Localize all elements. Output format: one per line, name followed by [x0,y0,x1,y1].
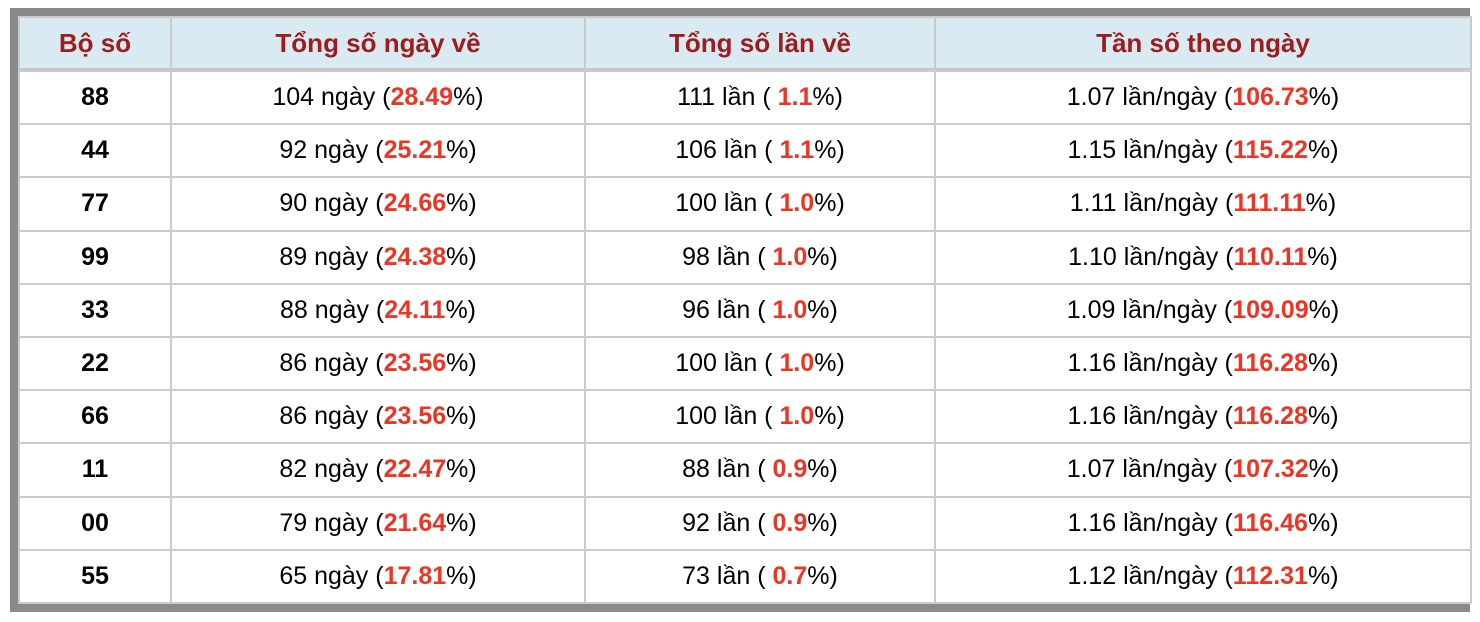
days-cell: 88 ngày (24.11%) [172,284,584,336]
freq-percent: 116.28 [1232,402,1308,431]
days-cell: 82 ngày (22.47%) [172,444,584,496]
freq-cell: 1.07 lần/ngày (107.32%) [936,444,1470,496]
header-total-days: Tổng số ngày về [172,18,584,70]
pair-cell: 44 [20,125,170,177]
times-percent: 1.0 [779,349,815,378]
freq-percent: 112.31 [1232,561,1308,590]
pair-cell: 00 [20,497,170,549]
freq-percent: 116.46 [1232,508,1308,537]
days-cell: 86 ngày (23.56%) [172,391,584,443]
freq-percent: 116.28 [1232,349,1308,378]
pair-stats-table: Bộ số Tổng số ngày về Tổng số lần về Tần… [18,16,1472,604]
pair-cell: 66 [20,391,170,443]
table-row: 00 79 ngày (21.64%) 92 lần ( 0.9%) 1.16 … [20,497,1470,549]
times-percent: 0.7 [772,561,808,590]
table-row: 99 89 ngày (24.38%) 98 lần ( 1.0%) 1.10 … [20,231,1470,283]
freq-cell: 1.16 lần/ngày (116.28%) [936,337,1470,390]
freq-cell: 1.15 lần/ngày (115.22%) [936,125,1470,177]
pair-cell: 55 [20,550,170,602]
days-percent: 23.56 [383,402,447,431]
times-percent: 1.1 [779,136,815,165]
times-cell: 92 lần ( 0.9%) [586,497,934,549]
pair-cell: 11 [20,444,170,496]
times-cell: 100 lần ( 1.0%) [586,391,934,443]
times-cell: 100 lần ( 1.0%) [586,337,934,390]
times-percent: 0.9 [772,508,808,537]
table-row: 44 92 ngày (25.21%) 106 lần ( 1.1%) 1.15… [20,125,1470,177]
pair-cell: 88 [20,72,170,124]
days-cell: 104 ngày (28.49%) [172,72,584,124]
freq-cell: 1.12 lần/ngày (112.31%) [936,550,1470,602]
times-cell: 73 lần ( 0.7%) [586,550,934,602]
pair-cell: 22 [20,337,170,390]
table-row: 11 82 ngày (22.47%) 88 lần ( 0.9%) 1.07 … [20,444,1470,496]
table-row: 55 65 ngày (17.81%) 73 lần ( 0.7%) 1.12 … [20,550,1470,602]
times-percent: 0.9 [772,455,808,484]
times-percent: 1.0 [779,189,815,218]
pair-cell: 99 [20,231,170,283]
pair-cell: 33 [20,284,170,336]
times-percent: 1.0 [779,402,815,431]
days-cell: 79 ngày (21.64%) [172,497,584,549]
freq-percent: 109.09 [1232,295,1309,324]
days-cell: 89 ngày (24.38%) [172,231,584,283]
times-cell: 96 lần ( 1.0%) [586,284,934,336]
freq-cell: 1.09 lần/ngày (109.09%) [936,284,1470,336]
days-cell: 92 ngày (25.21%) [172,125,584,177]
header-total-times: Tổng số lần về [586,18,934,70]
days-percent: 28.49 [390,83,454,112]
freq-cell: 1.10 lần/ngày (110.11%) [936,231,1470,283]
table-row: 66 86 ngày (23.56%) 100 lần ( 1.0%) 1.16… [20,391,1470,443]
freq-cell: 1.07 lần/ngày (106.73%) [936,72,1470,124]
header-frequency: Tần số theo ngày [936,18,1470,70]
header-pair: Bộ số [20,18,170,70]
times-cell: 100 lần ( 1.0%) [586,178,934,230]
days-percent: 21.64 [383,508,447,537]
freq-percent: 107.32 [1232,455,1309,484]
freq-cell: 1.11 lần/ngày (111.11%) [936,178,1470,230]
times-cell: 88 lần ( 0.9%) [586,444,934,496]
days-cell: 86 ngày (23.56%) [172,337,584,390]
table-body: 88 104 ngày (28.49%) 111 lần ( 1.1%) 1.0… [20,72,1470,602]
freq-percent: 111.11 [1233,189,1306,218]
days-percent: 24.66 [383,189,447,218]
days-percent: 22.47 [383,455,447,484]
freq-percent: 110.11 [1233,242,1308,271]
times-cell: 111 lần ( 1.1%) [586,72,934,124]
times-percent: 1.1 [777,83,813,112]
header-row: Bộ số Tổng số ngày về Tổng số lần về Tần… [20,18,1470,70]
times-cell: 98 lần ( 1.0%) [586,231,934,283]
times-percent: 1.0 [772,242,808,271]
days-percent: 25.21 [383,136,447,165]
days-percent: 24.11 [384,295,446,324]
pair-cell: 77 [20,178,170,230]
days-cell: 65 ngày (17.81%) [172,550,584,602]
stats-table-frame: Bộ số Tổng số ngày về Tổng số lần về Tần… [10,8,1472,612]
table-row: 77 90 ngày (24.66%) 100 lần ( 1.0%) 1.11… [20,178,1470,230]
table-row: 22 86 ngày (23.56%) 100 lần ( 1.0%) 1.16… [20,337,1470,390]
times-cell: 106 lần ( 1.1%) [586,125,934,177]
freq-percent: 115.22 [1232,136,1308,165]
days-cell: 90 ngày (24.66%) [172,178,584,230]
table-row: 88 104 ngày (28.49%) 111 lần ( 1.1%) 1.0… [20,72,1470,124]
times-percent: 1.0 [772,295,808,324]
freq-percent: 106.73 [1232,83,1309,112]
freq-cell: 1.16 lần/ngày (116.46%) [936,497,1470,549]
days-percent: 17.81 [383,561,447,590]
table-row: 33 88 ngày (24.11%) 96 lần ( 1.0%) 1.09 … [20,284,1470,336]
days-percent: 24.38 [383,242,447,271]
freq-cell: 1.16 lần/ngày (116.28%) [936,391,1470,443]
table-header: Bộ số Tổng số ngày về Tổng số lần về Tần… [20,18,1470,70]
days-percent: 23.56 [383,349,447,378]
